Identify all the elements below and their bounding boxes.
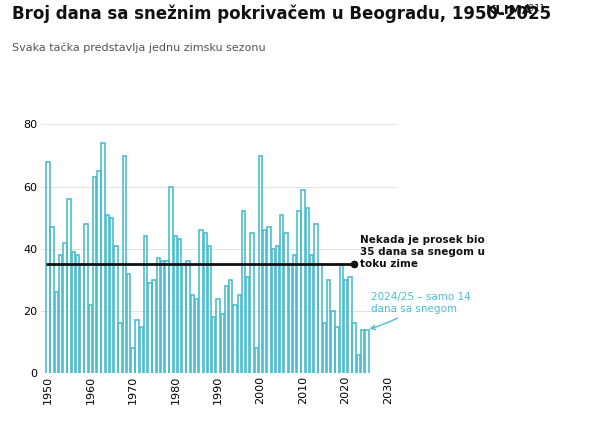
Text: Broj dana sa snežnim pokrivačem u Beogradu, 1950-2025: Broj dana sa snežnim pokrivačem u Beogra… <box>12 4 551 23</box>
Text: [91]: [91] <box>525 3 543 12</box>
Text: 2024/25 – samo 14
dana sa snegom: 2024/25 – samo 14 dana sa snegom <box>371 293 471 329</box>
Text: Nekada je prosek bio
35 dana sa snegom u
toku zime: Nekada je prosek bio 35 dana sa snegom u… <box>361 236 485 269</box>
Text: Svaka tačka predstavlja jednu zimsku sezonu: Svaka tačka predstavlja jednu zimsku sez… <box>12 43 265 53</box>
Text: KLIMA: KLIMA <box>485 4 533 17</box>
